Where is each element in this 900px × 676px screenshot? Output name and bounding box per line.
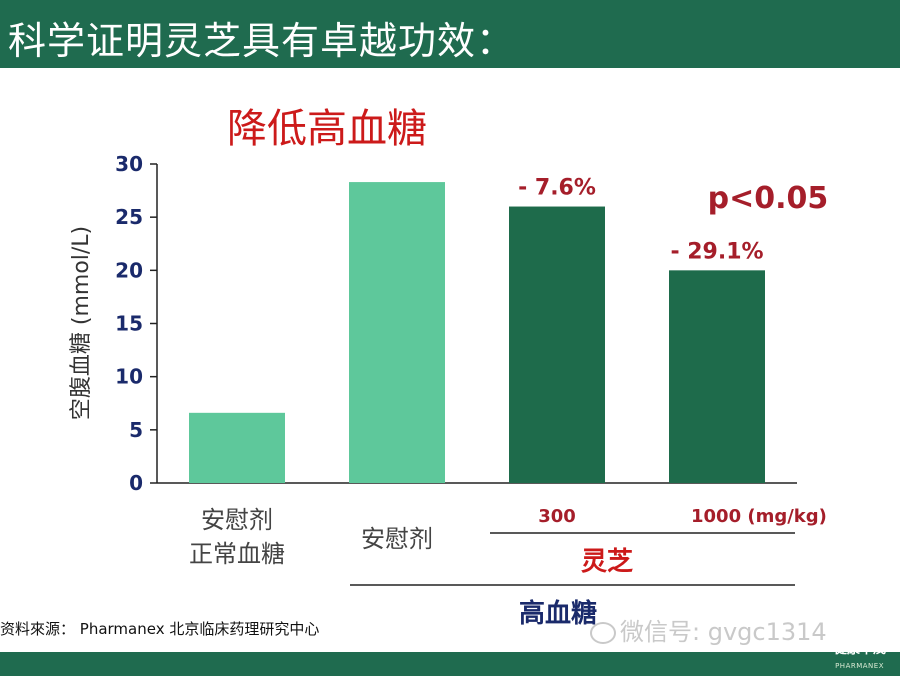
y-tick-label: 5 xyxy=(129,418,143,442)
group-label-lingzhi: 灵芝 xyxy=(581,547,633,577)
category-label: 1000 (mg/kg) xyxy=(691,506,827,527)
wechat-id: 微信号: gvgc1314 xyxy=(620,618,827,646)
page-title: 科学证明灵芝具有卓越功效： xyxy=(8,19,516,63)
bar xyxy=(669,270,765,483)
category-label: 安慰剂 xyxy=(361,525,433,553)
header-bar: 科学证明灵芝具有卓越功效： xyxy=(0,0,900,68)
y-tick-label: 15 xyxy=(115,312,143,336)
wechat-icon xyxy=(590,622,616,644)
category-label: 正常血糖 xyxy=(189,540,285,568)
y-tick-label: 20 xyxy=(115,258,143,282)
brand-name: 健康华茂 xyxy=(833,642,886,657)
bar xyxy=(189,412,285,483)
bar xyxy=(509,206,605,484)
category-label: 300 xyxy=(538,506,576,527)
y-tick-label: 30 xyxy=(115,152,143,176)
y-tick-label: 10 xyxy=(115,365,143,389)
chart-title: 降低高血糖 xyxy=(227,106,427,152)
y-tick-label: 0 xyxy=(129,471,143,495)
y-axis-label: 空腹血糖 (mmol/L) xyxy=(69,226,94,420)
wechat-watermark: 微信号: gvgc1314 xyxy=(590,612,827,647)
group-label-high-glucose: 高血糖 xyxy=(519,598,597,629)
brand-sub: PHARMANEX xyxy=(835,662,884,670)
data-label: - 29.1% xyxy=(670,239,763,264)
source-note: 资料來源： Pharmanex 北京临床药理研究中心 xyxy=(0,620,320,638)
bar xyxy=(349,182,445,483)
y-tick-label: 25 xyxy=(115,205,143,229)
p-value-annotation: p<0.05 xyxy=(708,181,829,216)
data-label: - 7.6% xyxy=(518,176,596,201)
category-label: 安慰剂 xyxy=(201,506,273,534)
footer-bar xyxy=(0,652,900,676)
